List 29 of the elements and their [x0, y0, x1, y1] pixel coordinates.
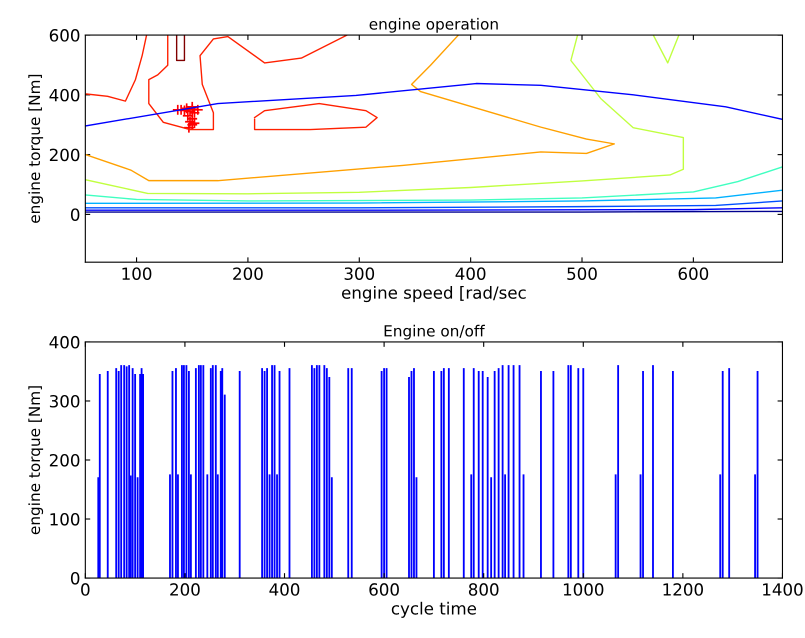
- y-tick-label: 400: [49, 88, 80, 102]
- y-tick-label: 200: [50, 148, 80, 162]
- y-axis-title: engine torque [Nm]: [28, 386, 44, 534]
- y-tick-label: 100: [50, 512, 80, 526]
- y-tick-label: 400: [49, 336, 80, 349]
- chart-title: engine operation: [370, 18, 498, 33]
- x-tick-label: 200: [233, 267, 263, 280]
- x-tick-label: 300: [344, 267, 374, 280]
- y-tick-label: 200: [50, 454, 80, 467]
- x-tick-label: 200: [170, 583, 200, 596]
- y-tick-label: 0: [70, 208, 80, 221]
- x-tick-label: 800: [468, 583, 498, 596]
- x-axis-title: engine speed [rad/sec: [342, 286, 526, 302]
- y-tick-label: 0: [70, 572, 80, 585]
- x-tick-label: 400: [269, 583, 300, 596]
- x-tick-label: 600: [678, 267, 708, 280]
- x-tick-label: 0: [81, 583, 90, 596]
- x-tick-label: 600: [369, 583, 399, 596]
- x-axis-title: cycle time: [392, 602, 476, 618]
- y-tick-label: 600: [50, 29, 80, 42]
- x-tick-label: 1000: [564, 583, 604, 596]
- x-tick-label: 1200: [663, 583, 703, 596]
- x-tick-label: 1400: [763, 583, 803, 596]
- y-tick-label: 300: [50, 394, 80, 408]
- x-tick-label: 500: [567, 267, 597, 280]
- chart-title: Engine on/off: [384, 324, 485, 340]
- x-tick-label: 100: [122, 267, 152, 280]
- y-axis-title: engine torque [Nm]: [28, 74, 44, 223]
- x-tick-label: 400: [456, 267, 486, 280]
